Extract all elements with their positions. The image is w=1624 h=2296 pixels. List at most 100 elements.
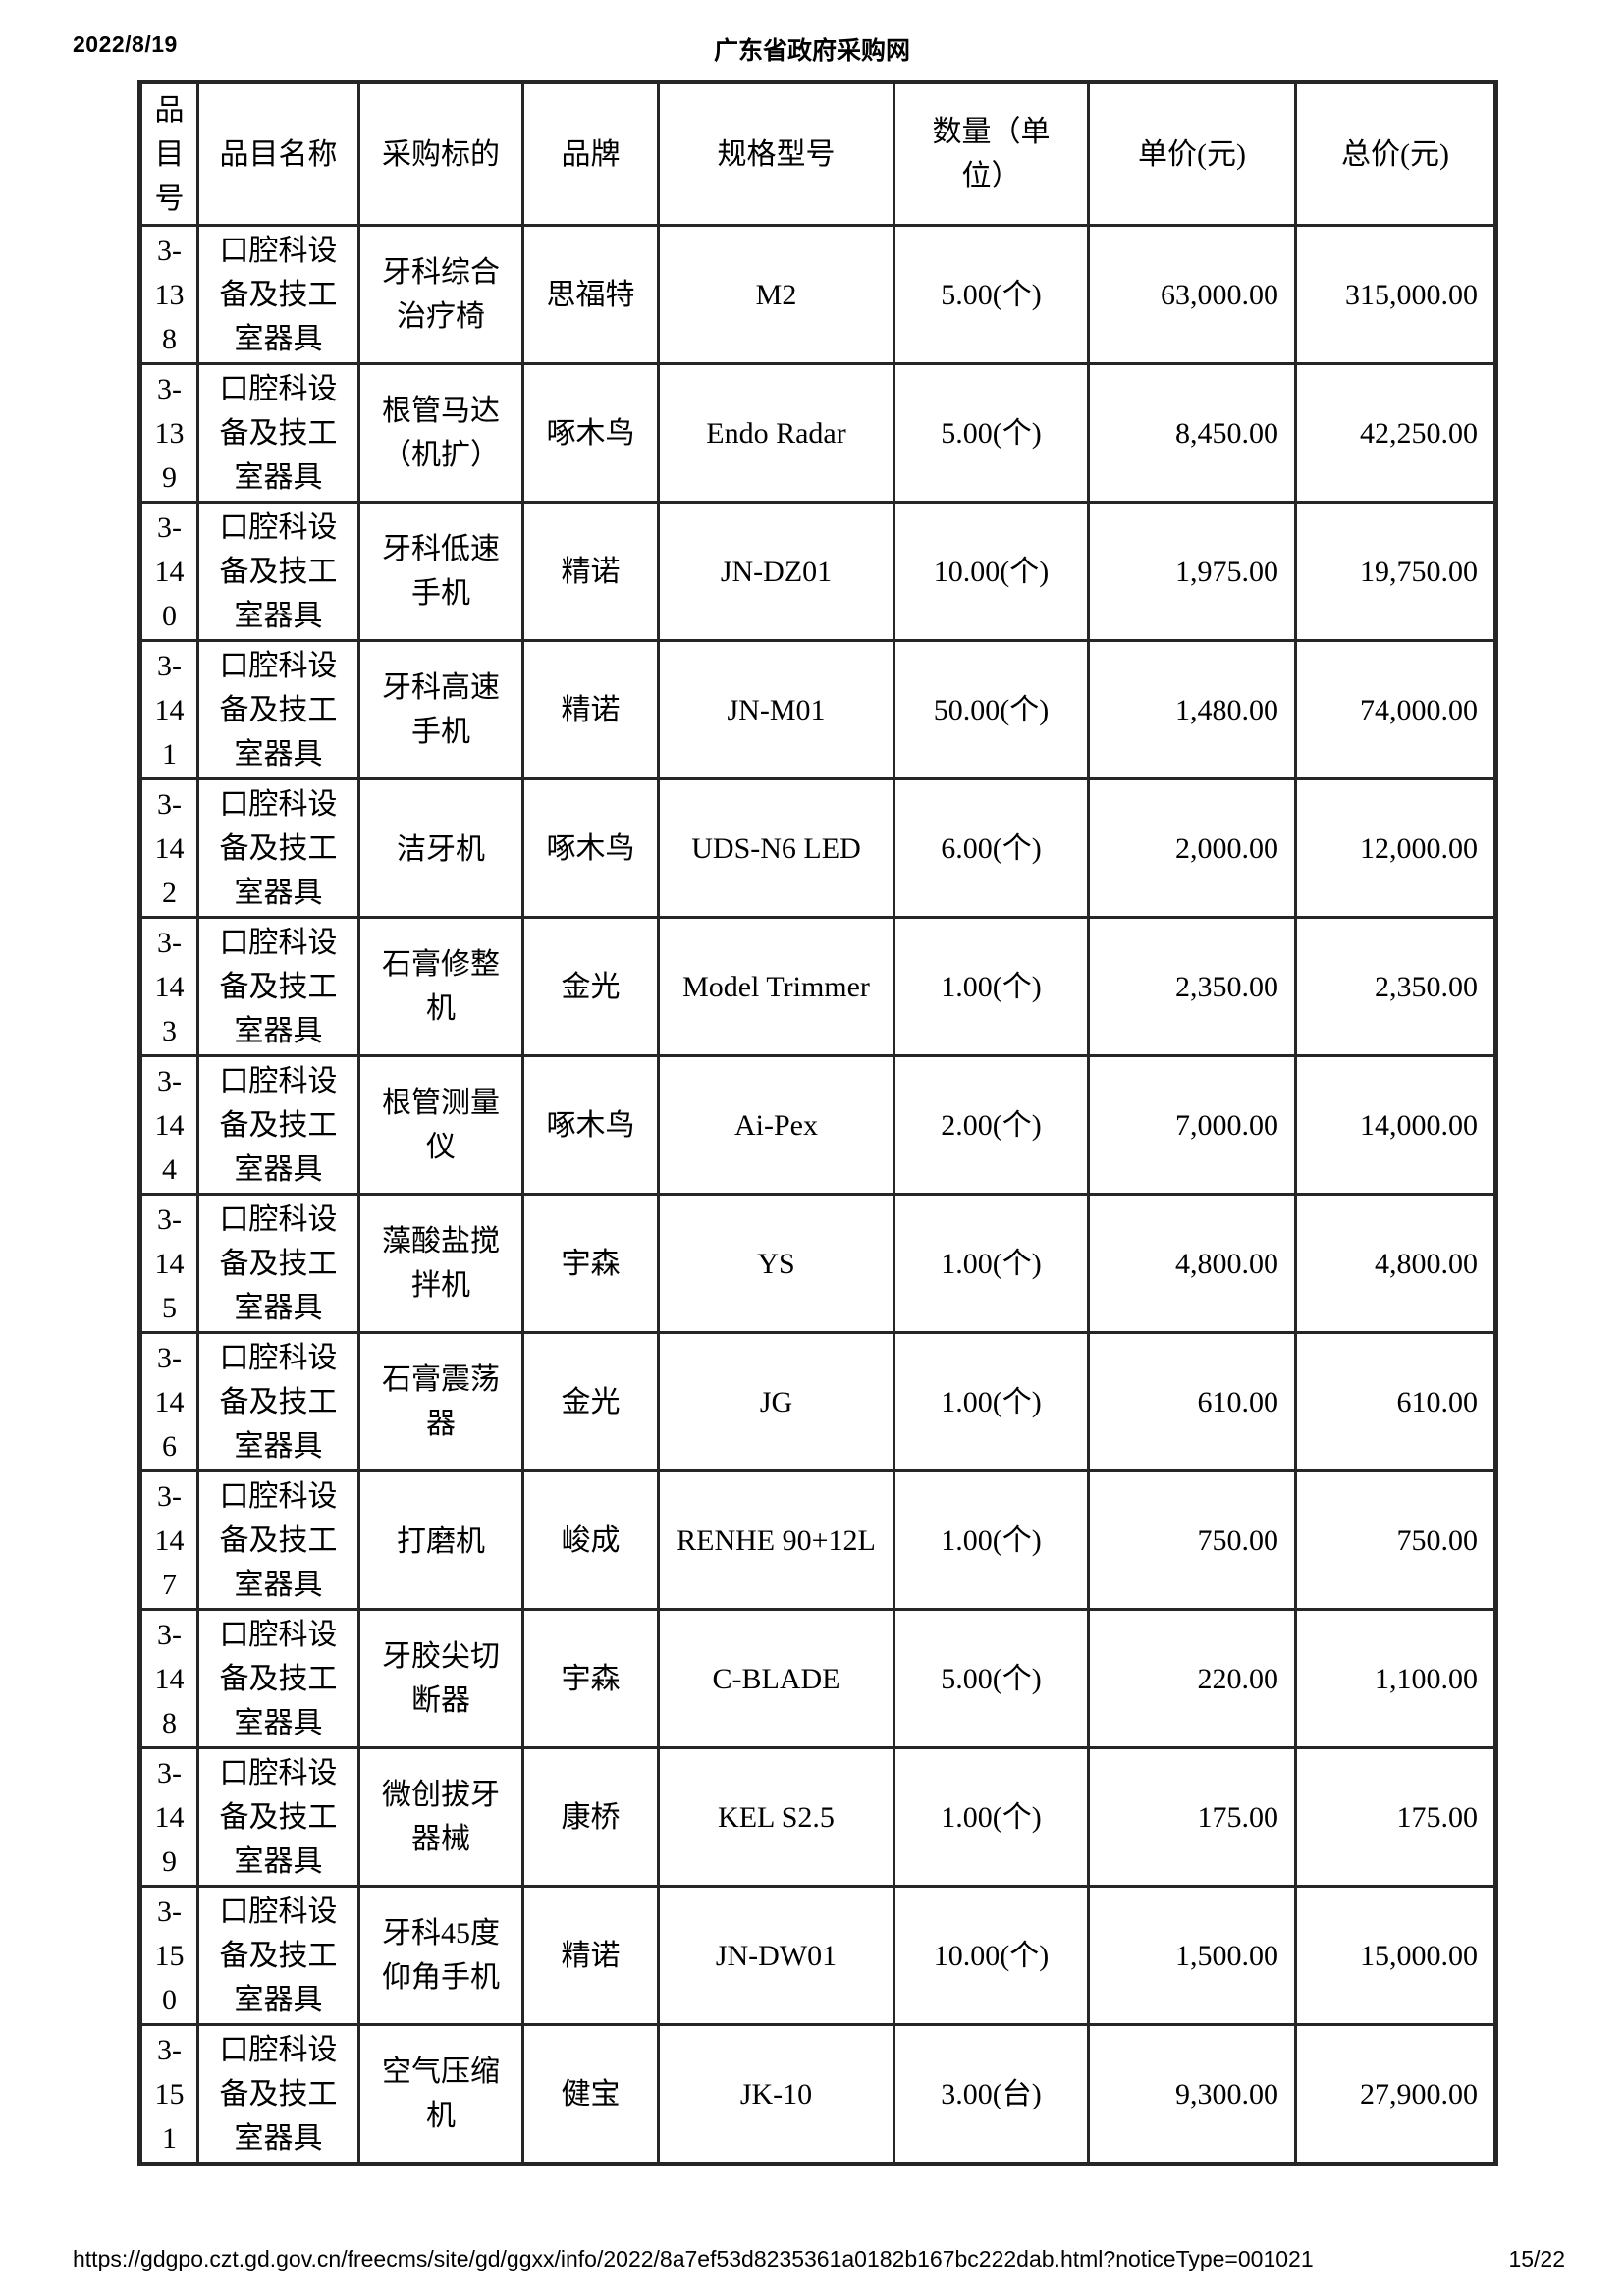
cell-total-price: 15,000.00: [1294, 1885, 1497, 2026]
cell-item-no: 3-139: [138, 362, 199, 504]
cell-total-price-text: 2,350.00: [1375, 970, 1478, 1003]
cell-quantity-text: 3.00(台): [941, 2077, 1042, 2110]
cell-item-no: 3-140: [138, 501, 199, 642]
cell-spec-model: M2: [657, 224, 895, 365]
cell-procurement-target-text: 牙科45度仰角手机: [382, 1917, 500, 1994]
cell-item-name-text: 口腔科设备及技工室器具: [219, 1618, 338, 1739]
cell-total-price-text: 12,000.00: [1360, 831, 1478, 865]
cell-quantity-text: 6.00(个): [941, 831, 1042, 865]
cell-item-name-text: 口腔科设备及技工室器具: [219, 1202, 338, 1324]
cell-quantity: 1.00(个): [893, 1469, 1090, 1611]
cell-total-price-text: 750.00: [1396, 1523, 1479, 1557]
cell-quantity: 1.00(个): [893, 1746, 1090, 1888]
cell-unit-price: 1,975.00: [1087, 501, 1297, 642]
cell-procurement-target: 牙胶尖切断器: [357, 1608, 524, 1749]
cell-quantity-text: 1.00(个): [941, 1385, 1042, 1418]
cell-brand-text: 金光: [561, 1385, 621, 1418]
cell-item-no-text: 3-140: [154, 510, 185, 632]
cell-brand: 思福特: [521, 224, 660, 365]
cell-spec-model-text: M2: [755, 278, 797, 311]
cell-item-name-text: 口腔科设备及技工室器具: [219, 926, 338, 1047]
cell-procurement-target-text: 根管马达（机扩）: [382, 395, 500, 471]
cell-brand: 宇森: [521, 1608, 660, 1749]
cell-brand-text: 精诺: [561, 693, 621, 726]
cell-brand: 精诺: [521, 1885, 660, 2026]
cell-unit-price-text: 2,350.00: [1175, 970, 1278, 1003]
cell-brand-text: 思福特: [546, 278, 635, 311]
cell-item-no-text: 3-139: [154, 372, 185, 494]
table-row: 3-141 口腔科设备及技工室器具 牙科高速手机 精诺 JN-M01 50.00…: [138, 639, 1497, 780]
cell-item-name: 口腔科设备及技工室器具: [196, 224, 360, 365]
cell-total-price-text: 610.00: [1396, 1385, 1479, 1418]
cell-item-no-text: 3-149: [154, 1756, 185, 1878]
cell-total-price-text: 27,900.00: [1360, 2077, 1478, 2110]
cell-total-price: 610.00: [1294, 1331, 1497, 1472]
cell-unit-price: 8,450.00: [1087, 362, 1297, 504]
col-header-procurement-target-label: 采购标的: [382, 137, 500, 171]
cell-quantity-text: 1.00(个): [941, 970, 1042, 1003]
cell-procurement-target-text: 牙科综合治疗椅: [382, 256, 500, 333]
cell-unit-price-text: 8,450.00: [1175, 416, 1278, 450]
cell-spec-model: KEL S2.5: [657, 1746, 895, 1888]
cell-procurement-target: 牙科综合治疗椅: [357, 224, 524, 365]
cell-unit-price: 175.00: [1087, 1746, 1297, 1888]
cell-total-price: 175.00: [1294, 1746, 1497, 1888]
cell-total-price-text: 15,000.00: [1360, 1939, 1478, 1972]
cell-item-name-text: 口腔科设备及技工室器具: [219, 510, 338, 632]
cell-spec-model: JN-M01: [657, 639, 895, 780]
cell-total-price: 19,750.00: [1294, 501, 1497, 642]
cell-brand: 宇森: [521, 1193, 660, 1334]
cell-total-price: 42,250.00: [1294, 362, 1497, 504]
cell-item-name: 口腔科设备及技工室器具: [196, 916, 360, 1057]
cell-item-name: 口腔科设备及技工室器具: [196, 777, 360, 919]
cell-quantity-text: 1.00(个): [941, 1800, 1042, 1834]
cell-brand: 啄木鸟: [521, 777, 660, 919]
table-row: 3-150 口腔科设备及技工室器具 牙科45度仰角手机 精诺 JN-DW01 1…: [138, 1885, 1497, 2026]
cell-quantity-text: 5.00(个): [941, 278, 1042, 311]
cell-quantity: 5.00(个): [893, 362, 1090, 504]
cell-unit-price-text: 610.00: [1197, 1385, 1279, 1418]
cell-item-no-text: 3-138: [154, 234, 185, 355]
print-header-title: 广东省政府采购网: [713, 37, 910, 65]
cell-procurement-target-text: 石膏修整机: [382, 948, 500, 1025]
table-row: 3-140 口腔科设备及技工室器具 牙科低速手机 精诺 JN-DZ01 10.0…: [138, 501, 1497, 642]
cell-item-no-text: 3-146: [154, 1341, 185, 1463]
print-footer-url: https://gdgpo.czt.gd.gov.cn/freecms/site…: [73, 2246, 1314, 2271]
cell-procurement-target: 微创拔牙器械: [357, 1746, 524, 1888]
table-row: 3-151 口腔科设备及技工室器具 空气压缩机 健宝 JK-10 3.00(台)…: [138, 2023, 1497, 2165]
cell-item-no: 3-141: [138, 639, 199, 780]
col-header-quantity-label: 数量（单位）: [932, 116, 1051, 192]
cell-item-name-text: 口腔科设备及技工室器具: [219, 1479, 338, 1601]
cell-procurement-target-text: 打磨机: [397, 1524, 485, 1558]
cell-spec-model: C-BLADE: [657, 1608, 895, 1749]
cell-quantity: 6.00(个): [893, 777, 1090, 919]
cell-unit-price: 750.00: [1087, 1469, 1297, 1611]
cell-spec-model-text: JN-DW01: [715, 1939, 838, 1972]
cell-total-price-text: 315,000.00: [1345, 278, 1478, 311]
cell-item-no: 3-142: [138, 777, 199, 919]
cell-brand-text: 康桥: [561, 1800, 621, 1834]
cell-item-name: 口腔科设备及技工室器具: [196, 1469, 360, 1611]
cell-brand: 啄木鸟: [521, 362, 660, 504]
cell-unit-price: 2,000.00: [1087, 777, 1297, 919]
cell-item-name-text: 口腔科设备及技工室器具: [219, 1341, 338, 1463]
cell-procurement-target-text: 根管测量仪: [382, 1087, 500, 1163]
table-row: 3-139 口腔科设备及技工室器具 根管马达（机扩） 啄木鸟 Endo Rada…: [138, 362, 1497, 504]
cell-brand: 健宝: [521, 2023, 660, 2165]
cell-total-price: 27,900.00: [1294, 2023, 1497, 2165]
cell-unit-price-text: 1,480.00: [1175, 693, 1278, 726]
cell-item-no-text: 3-143: [154, 926, 185, 1047]
cell-unit-price-text: 2,000.00: [1175, 831, 1278, 865]
cell-item-name: 口腔科设备及技工室器具: [196, 1054, 360, 1196]
cell-spec-model-text: JG: [759, 1385, 793, 1418]
cell-spec-model-text: JN-M01: [727, 693, 826, 726]
cell-item-no: 3-146: [138, 1331, 199, 1472]
cell-procurement-target-text: 微创拔牙器械: [382, 1779, 500, 1855]
cell-brand: 峻成: [521, 1469, 660, 1611]
cell-unit-price-text: 220.00: [1197, 1662, 1279, 1695]
cell-brand: 啄木鸟: [521, 1054, 660, 1196]
table-row: 3-138 口腔科设备及技工室器具 牙科综合治疗椅 思福特 M2 5.00(个)…: [138, 224, 1497, 365]
cell-quantity: 1.00(个): [893, 916, 1090, 1057]
cell-item-name: 口腔科设备及技工室器具: [196, 1746, 360, 1888]
